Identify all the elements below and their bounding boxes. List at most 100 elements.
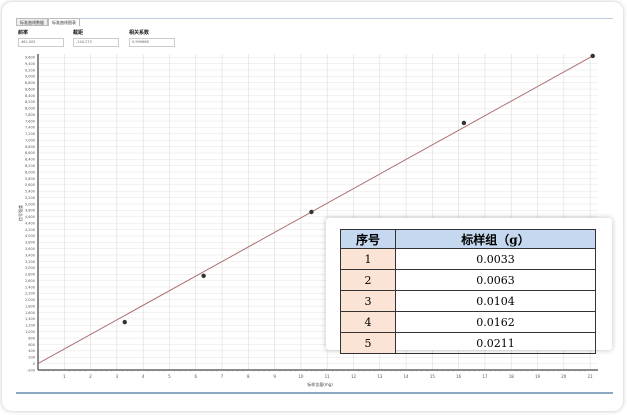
x-tick-label: 1: [63, 374, 66, 379]
y-tick-label: 4,800: [25, 209, 35, 213]
divider: [16, 18, 613, 19]
y-tick-label: 8,000: [25, 107, 35, 111]
header-index: 序号: [340, 229, 396, 249]
x-tick-label: 15: [430, 374, 436, 379]
x-tick-label: 9: [273, 374, 276, 379]
y-tick-label: 7,200: [25, 132, 35, 136]
y-tick-label: 2,800: [25, 273, 35, 277]
sample-table-card: 序号 标样组（g） 1 0.0033 2 0.0063 3 0.0104 4 0.0162 5 0…: [326, 218, 612, 354]
y-tick-label: 8,800: [25, 81, 35, 85]
tab-bar: 标准曲线数据 标准曲线图表: [16, 18, 80, 26]
intercept-field[interactable]: -140.273: [73, 38, 119, 47]
x-tick-label: 20: [561, 374, 567, 379]
y-tick-label: 7,400: [25, 126, 35, 130]
y-tick-label: 1,400: [25, 317, 35, 321]
fit-line: [37, 55, 593, 365]
table-row: 3 0.0104: [340, 290, 596, 312]
x-tick-label: 13: [377, 374, 383, 379]
x-tick-label: 19: [535, 374, 541, 379]
x-tick-label: 16: [456, 374, 462, 379]
y-tick-label: 2,400: [25, 285, 35, 289]
y-tick-label: 3,200: [25, 260, 35, 264]
slope-field[interactable]: 461.005: [18, 38, 64, 47]
y-tick-label: 1,000: [25, 330, 35, 334]
data-point: [122, 319, 127, 325]
stat-correlation: 相关系数 0.999668: [129, 29, 175, 47]
data-point: [309, 209, 314, 215]
row-value: 0.0033: [395, 248, 596, 270]
y-tick-label: 3,800: [25, 241, 35, 245]
correlation-field[interactable]: 0.999668: [129, 38, 175, 47]
y-tick-label: 8,600: [25, 87, 35, 91]
x-tick-label: 17: [482, 374, 488, 379]
y-tick-label: 8,400: [25, 94, 35, 98]
x-tick-label: 11: [325, 374, 331, 379]
x-axis-label: 标样含量(mg): [307, 381, 333, 387]
sample-table: 序号 标样组（g） 1 0.0033 2 0.0063 3 0.0104 4 0.0162 5 0…: [340, 229, 596, 354]
stat-label: 截距: [73, 30, 84, 36]
x-tick-label: 2: [89, 374, 92, 379]
x-tick-label: 3: [116, 374, 119, 379]
y-tick-label: 9,000: [25, 75, 35, 79]
x-tick-label: 14: [404, 374, 410, 379]
y-tick-label: 9,200: [25, 68, 35, 72]
table-row: 1 0.0033: [340, 248, 596, 270]
tab-data[interactable]: 标准曲线数据: [16, 18, 48, 26]
x-tick-label: 4: [142, 374, 145, 379]
x-tick-label: 8: [247, 374, 250, 379]
x-tick-label: 10: [298, 374, 304, 379]
y-tick-label: 5,800: [25, 177, 35, 181]
y-tick-label: 3,000: [25, 266, 35, 270]
table-row: 5 0.0211: [340, 332, 596, 354]
y-tick-label: 400: [28, 349, 35, 353]
stat-label: 斜率: [18, 30, 29, 36]
y-tick-label: 7,600: [25, 119, 35, 123]
y-tick-label: 600: [28, 343, 35, 347]
row-index: 4: [340, 311, 396, 333]
row-index: 5: [340, 332, 396, 354]
tab-chart[interactable]: 标准曲线图表: [48, 18, 80, 26]
stat-label: 相关系数: [129, 30, 150, 36]
row-value: 0.0063: [395, 269, 596, 291]
data-point: [461, 120, 467, 126]
y-tick-label: 7,800: [25, 113, 35, 117]
y-tick-labels: -200 0 200 400 600 800 1,000 1,200 1,400 1,600 1,8…: [25, 55, 35, 372]
x-tick-label: 12: [351, 374, 357, 379]
y-tick-label: 4,600: [25, 215, 35, 219]
y-axis-label: 信号强度: [17, 205, 23, 221]
data-point: [590, 53, 595, 59]
x-tick-labels: 1 2 3 4 5 6 7 8 9 10 11 12 13 14 15 16 17 18 19 20 21: [63, 374, 593, 379]
row-index: 1: [340, 248, 396, 270]
x-tick-label: 18: [509, 374, 515, 379]
y-tick-label: 3,400: [25, 253, 35, 257]
row-index: 3: [340, 290, 396, 312]
y-tick-label: 2,200: [25, 292, 35, 296]
data-points: [122, 53, 595, 325]
stat-slope: 斜率 461.005: [18, 29, 64, 47]
data-point: [201, 273, 206, 279]
divider: [16, 392, 613, 394]
y-tick-label: -200: [27, 368, 35, 372]
y-tick-label: 800: [28, 336, 35, 340]
table-row: 2 0.0063: [340, 269, 596, 291]
y-tick-label: 6,200: [25, 164, 35, 168]
x-tick-label: 5: [168, 374, 171, 379]
header-sample: 标样组（g）: [395, 229, 596, 249]
y-tick-label: 4,000: [25, 234, 35, 238]
row-index: 2: [340, 269, 396, 291]
y-tick-label: 200: [28, 356, 35, 360]
x-tick-label: 7: [221, 374, 224, 379]
row-value: 0.0104: [395, 290, 596, 312]
y-tick-label: 6,000: [25, 170, 35, 174]
table-row: 4 0.0162: [340, 311, 596, 333]
y-tick-label: 1,200: [25, 324, 35, 328]
y-tick-label: 1,600: [25, 311, 35, 315]
y-tick-label: 5,000: [25, 202, 35, 206]
y-tick-label: 9,600: [25, 55, 35, 59]
y-tick-label: 2,000: [25, 298, 35, 302]
y-tick-label: 6,600: [25, 151, 35, 155]
y-tick-label: 4,400: [25, 221, 35, 225]
x-tick-label: 6: [194, 374, 197, 379]
y-tick-label: 4,200: [25, 228, 35, 232]
y-tick-label: 2,600: [25, 279, 35, 283]
